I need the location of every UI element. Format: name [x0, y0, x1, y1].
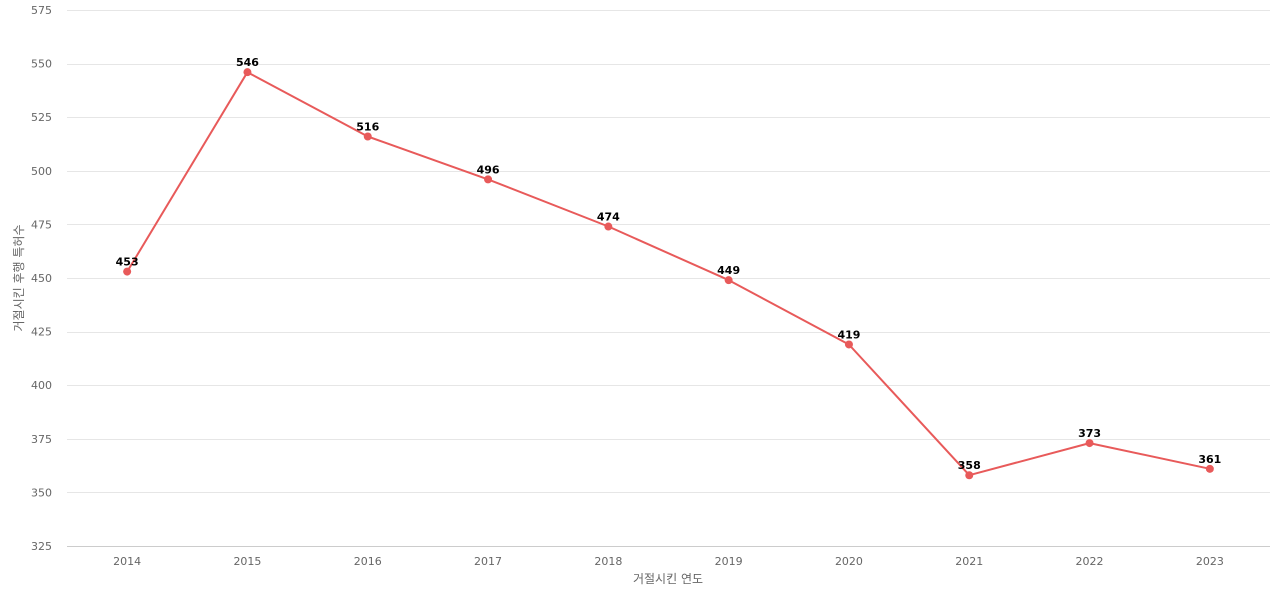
x-tick-label: 2023 — [1196, 555, 1224, 568]
data-point — [1085, 439, 1094, 448]
x-tick-label: 2015 — [233, 555, 261, 568]
data-point — [1205, 464, 1214, 473]
y-tick-label: 575 — [31, 4, 52, 17]
data-point — [363, 132, 372, 141]
x-tick-label: 2016 — [354, 555, 382, 568]
x-tick-label: 2017 — [474, 555, 502, 568]
series-line — [126, 71, 1211, 477]
x-tick-label: 2019 — [715, 555, 743, 568]
y-tick-label: 525 — [31, 111, 52, 124]
x-axis-ticks: 2014 2015 2016 2017 2018 2019 2020 2021 2022 2023 — [113, 555, 1224, 568]
data-label: 449 — [717, 264, 740, 277]
y-axis-title: 거절시킨 후행 특허수 — [11, 225, 26, 332]
data-label: 419 — [837, 328, 860, 341]
data-point — [844, 340, 853, 349]
data-label: 516 — [356, 120, 379, 133]
x-tick-label: 2020 — [835, 555, 863, 568]
y-tick-label: 375 — [31, 433, 52, 446]
y-tick-label: 550 — [31, 58, 52, 71]
data-point — [484, 175, 493, 184]
x-tick-label: 2022 — [1076, 555, 1104, 568]
y-axis-ticks: 325 350 375 400 425 450 475 500 525 550 575 — [31, 4, 52, 553]
data-label: 358 — [958, 459, 981, 472]
data-point — [123, 267, 132, 276]
data-label: 361 — [1198, 453, 1221, 466]
data-label: 373 — [1078, 427, 1101, 440]
y-tick-label: 475 — [31, 218, 52, 231]
grid — [67, 10, 1270, 493]
y-tick-label: 500 — [31, 165, 52, 178]
x-tick-label: 2018 — [594, 555, 622, 568]
data-labels: 453 546 516 496 474 449 419 358 373 361 — [116, 56, 1222, 472]
data-label: 496 — [477, 163, 500, 176]
data-point — [604, 222, 613, 231]
x-tick-label: 2014 — [113, 555, 141, 568]
data-point — [965, 471, 974, 480]
data-label: 546 — [236, 56, 259, 69]
data-label: 474 — [597, 211, 620, 224]
data-points — [123, 68, 1214, 480]
x-axis-title: 거절시킨 연도 — [633, 572, 703, 586]
y-tick-label: 450 — [31, 272, 52, 285]
data-label: 453 — [116, 256, 139, 269]
y-tick-label: 350 — [31, 486, 52, 499]
data-point — [724, 276, 733, 285]
y-tick-label: 325 — [31, 540, 52, 553]
x-tick-label: 2021 — [955, 555, 983, 568]
data-point — [243, 68, 252, 77]
y-tick-label: 425 — [31, 326, 52, 339]
y-tick-label: 400 — [31, 379, 52, 392]
